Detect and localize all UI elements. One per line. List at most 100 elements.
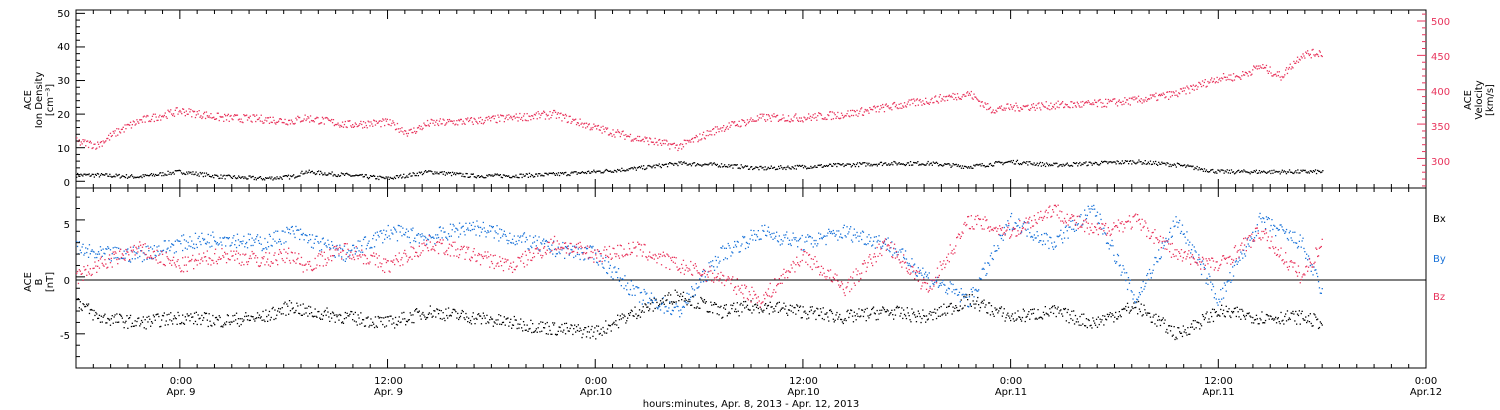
data-point [514,319,516,321]
data-point [1002,239,1004,241]
data-point [1252,171,1254,173]
data-point [296,176,298,178]
data-point [623,314,625,316]
data-point [247,233,250,235]
data-point [682,162,684,164]
data-point [918,164,920,166]
data-point [392,178,394,180]
data-point [432,236,434,238]
data-point [102,140,104,142]
data-point [982,267,984,270]
data-point [1267,315,1269,317]
data-point [385,176,387,178]
data-point [798,238,801,240]
data-point [543,327,545,329]
data-point [836,311,838,314]
data-point [263,319,265,321]
data-point [789,243,791,245]
data-point [341,125,343,128]
data-point [872,306,875,308]
data-point [465,118,467,120]
data-point [388,320,390,322]
data-point [807,117,809,119]
data-point [308,117,310,119]
data-point [373,120,376,122]
data-point [811,237,813,239]
data-point [750,117,752,119]
data-point [651,141,653,143]
data-point [477,225,479,227]
data-point [713,134,716,136]
data-point [304,234,306,236]
data-point [817,308,819,310]
data-point [845,115,847,117]
data-point [646,306,648,308]
data-point [1054,108,1056,110]
data-point [785,234,787,236]
data-point [96,172,99,175]
data-point [505,235,507,237]
data-point [624,315,626,318]
data-point [313,315,315,317]
data-point [1020,320,1023,322]
data-point [1304,319,1306,321]
data-point [1259,65,1261,67]
data-point [857,115,859,117]
data-point [480,323,483,325]
data-point [925,321,927,323]
data-point [668,307,670,309]
data-point [993,315,995,317]
data-point [1179,88,1182,90]
data-point [1111,100,1113,102]
data-point [921,163,923,165]
data-point [304,114,306,116]
data-point [1060,103,1062,105]
data-point [643,288,645,291]
data-point [315,173,318,175]
data-point [1212,80,1215,82]
data-point [905,163,907,166]
data-point [201,314,203,317]
data-point [1078,163,1080,165]
data-point [164,112,166,114]
data-point [1262,322,1264,324]
data-point [510,115,512,117]
data-point [177,169,180,172]
data-point [300,120,303,122]
data-point [274,122,276,124]
data-point [647,302,649,304]
data-point [383,177,385,179]
data-point [373,119,375,121]
data-point [1284,171,1287,173]
data-point [384,118,387,120]
data-point [536,118,538,120]
data-point [269,116,271,118]
data-point [594,327,596,329]
data-point [356,174,358,176]
data-point [92,250,94,253]
data-point [1174,164,1176,166]
data-point [981,300,983,302]
data-point [1193,89,1195,91]
data-point [765,169,767,171]
data-point [1038,317,1040,319]
data-point [875,319,877,321]
data-point [416,172,418,174]
data-point [173,173,175,175]
data-point [132,175,134,178]
data-point [573,256,575,259]
data-point [1115,163,1117,165]
data-point [183,111,186,113]
data-point [592,171,594,173]
data-point [348,120,350,122]
data-point [97,251,100,253]
data-point [288,300,291,302]
data-point [1121,104,1123,106]
data-point [850,226,852,228]
data-point [545,333,547,335]
data-point [935,280,938,282]
data-point [635,313,637,315]
data-point [1287,68,1290,70]
data-point [131,124,133,126]
data-point [1048,315,1050,317]
